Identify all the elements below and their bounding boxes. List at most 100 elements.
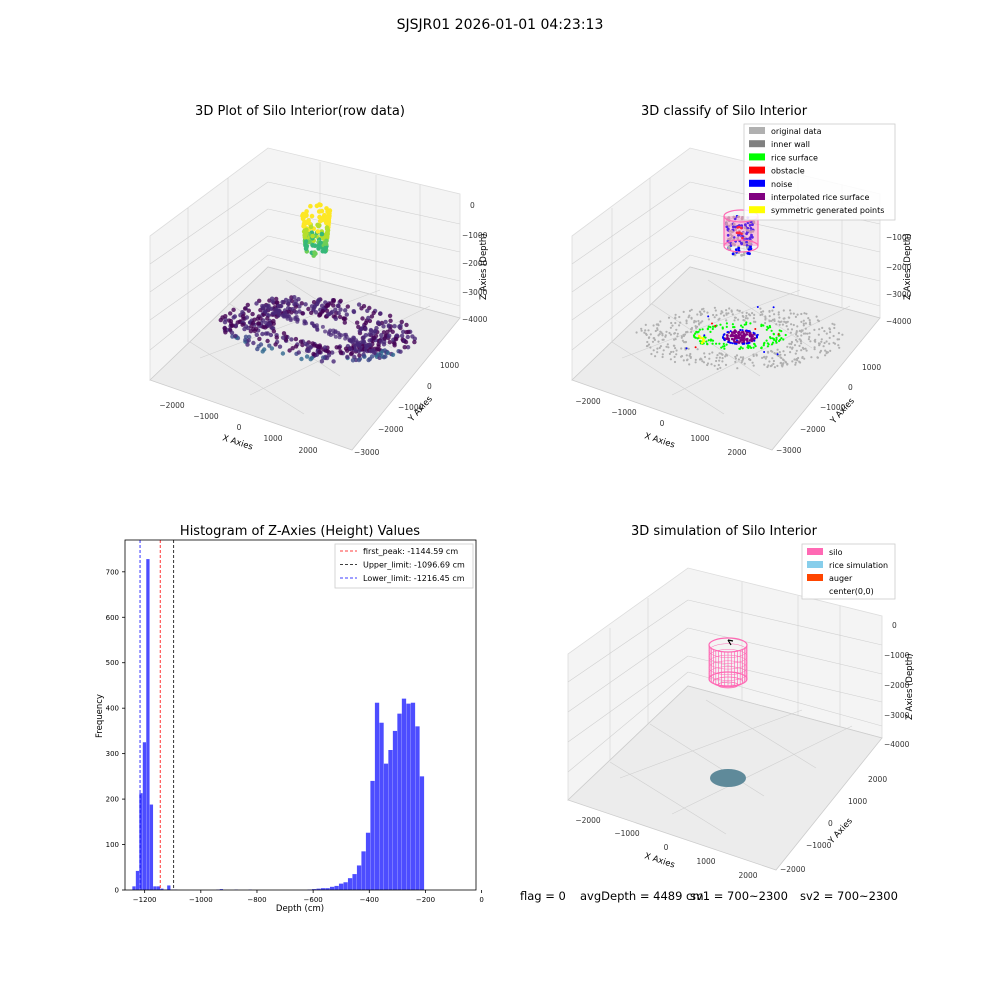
original-data-point <box>761 313 764 316</box>
raw-data-point <box>248 329 254 334</box>
original-data-point <box>818 344 821 347</box>
original-data-point <box>772 362 775 365</box>
raw-data-point <box>276 303 281 309</box>
rice-surface-point <box>701 328 704 331</box>
raw-data-point <box>324 226 330 232</box>
raw-data-point <box>392 324 397 329</box>
original-data-point <box>711 351 714 354</box>
histogram-x-axis-label: Depth (cm) <box>276 904 324 914</box>
noise-point <box>726 227 730 231</box>
rice-surface-point <box>767 343 770 346</box>
original-data-point <box>795 349 798 352</box>
raw-data-point <box>300 342 305 348</box>
raw-data-point <box>281 331 287 336</box>
original-data-point <box>734 357 738 360</box>
original-data-point <box>725 353 728 356</box>
original-data-point <box>802 347 805 350</box>
original-data-point <box>662 349 665 352</box>
histogram-bar <box>153 886 157 890</box>
original-data-point <box>737 215 740 219</box>
raw-data-point <box>334 345 339 350</box>
original-data-point <box>724 355 727 358</box>
rice-surface-point <box>767 327 770 330</box>
obstacle-point <box>694 346 697 349</box>
simulation-y-ticks: 2000 1000 0 −1000 −2000 <box>780 775 887 874</box>
raw-data-point <box>293 315 298 320</box>
classify-point-cloud <box>635 215 844 371</box>
raw-data-point <box>330 309 335 315</box>
original-data-point <box>678 315 681 319</box>
original-data-point <box>701 320 704 323</box>
raw-data-point <box>371 310 376 316</box>
original-data-point <box>673 360 677 364</box>
y-tick-label: 0 <box>848 383 853 392</box>
raw-data-point <box>288 316 293 321</box>
original-data-point <box>718 317 721 320</box>
interpolated-surface-point <box>726 334 729 338</box>
original-data-point <box>666 343 669 346</box>
x-tick-label: −2000 <box>575 816 601 825</box>
legend-swatch <box>749 140 765 148</box>
original-data-point <box>657 340 660 343</box>
raw-data-point <box>229 330 235 335</box>
raw-data-point <box>286 305 291 311</box>
noise-point <box>745 342 748 345</box>
raw-data-point <box>256 321 261 326</box>
obstacle-point <box>711 322 713 325</box>
noise-point <box>735 339 738 342</box>
raw-data-point <box>293 344 299 349</box>
rice-surface-point <box>779 338 782 341</box>
raw-data-point <box>228 311 233 316</box>
x-tick-label: −1000 <box>189 896 213 904</box>
original-data-point <box>776 348 779 351</box>
original-data-point <box>674 313 677 316</box>
raw-data-point <box>333 329 338 334</box>
raw-data-point <box>263 331 269 336</box>
raw-data-point <box>333 334 338 339</box>
original-data-point <box>785 325 788 328</box>
classify-legend: original data inner wall rice surface obsta… <box>743 123 896 221</box>
rice-surface-point <box>731 323 735 326</box>
original-data-point <box>765 355 768 358</box>
rice-surface-point <box>692 334 696 337</box>
original-data-point <box>721 311 724 314</box>
raw-data-point <box>325 209 330 215</box>
original-data-point <box>671 324 674 327</box>
original-data-point <box>688 309 692 312</box>
raw-data-point <box>258 342 264 347</box>
histogram-bars <box>132 559 425 890</box>
rice-surface-point <box>698 328 702 331</box>
legend-swatch <box>807 574 823 581</box>
silo-ring <box>708 654 748 670</box>
original-data-point <box>808 332 811 335</box>
original-data-point <box>794 338 798 341</box>
original-data-point <box>792 312 795 315</box>
original-data-point <box>741 359 744 362</box>
original-data-point <box>686 330 689 333</box>
original-data-point <box>687 347 690 350</box>
original-data-point <box>833 326 836 330</box>
raw-data-point <box>361 335 366 340</box>
original-data-point <box>695 326 698 329</box>
original-data-point <box>703 352 706 355</box>
histogram-bar <box>135 870 140 890</box>
raw-data-point <box>292 302 297 307</box>
raw-data-point <box>356 357 362 363</box>
original-data-point <box>684 340 688 344</box>
original-data-point <box>779 362 782 365</box>
raw-data-point <box>246 308 251 313</box>
figure-title: SJSJR01 2026-01-01 04:23:13 <box>396 17 604 33</box>
raw-data-point <box>382 336 387 341</box>
raw-data-point <box>331 298 336 303</box>
original-data-point <box>780 320 783 323</box>
y-tick-label: 100 <box>106 841 119 849</box>
raw-data-point <box>350 358 356 363</box>
raw-data-point <box>240 322 245 327</box>
original-data-point <box>708 352 711 355</box>
original-data-point <box>713 364 716 367</box>
original-data-point <box>743 226 747 230</box>
raw-data-point <box>257 298 262 303</box>
noise-point <box>725 225 729 229</box>
raw-data-point <box>345 304 350 309</box>
noise-point <box>753 339 756 342</box>
